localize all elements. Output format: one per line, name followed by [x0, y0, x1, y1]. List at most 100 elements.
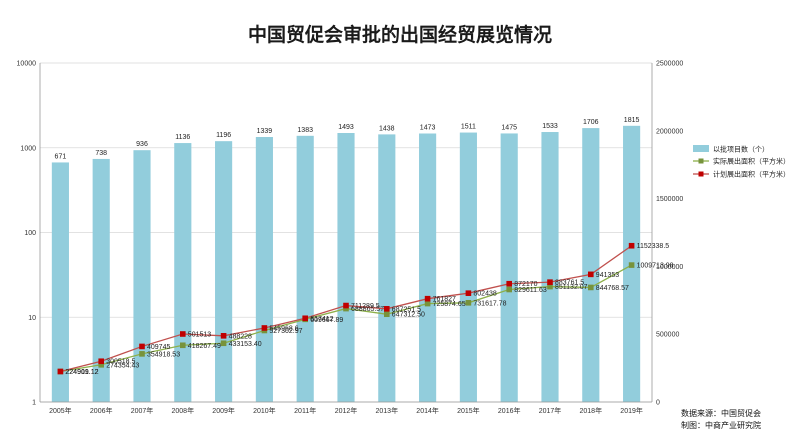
right-axis-tick-label: 2000000: [656, 128, 683, 135]
x-axis-tick-label: 2006年: [90, 406, 113, 415]
bar: [215, 141, 233, 402]
data-point: [139, 343, 145, 350]
bar-value-label: 1438: [379, 125, 395, 132]
bar-value-label: 1475: [501, 124, 517, 131]
data-point: [180, 331, 186, 337]
right-axis-tick-label: 2500000: [656, 61, 683, 68]
bar-value-label: 671: [55, 153, 67, 160]
left-axis-tick-label: 10000: [17, 61, 37, 68]
point-value-label: 851132.07: [555, 284, 588, 291]
data-point: [588, 271, 594, 278]
bar-value-label: 1196: [216, 132, 231, 139]
x-axis-tick-label: 2016年: [498, 406, 521, 415]
bar: [92, 158, 110, 402]
left-axis-tick-label: 1: [32, 400, 36, 407]
x-axis-tick-label: 2012年: [335, 406, 358, 415]
left-axis-tick-label: 10: [28, 315, 36, 322]
data-point: [302, 315, 308, 322]
data-point: [384, 311, 390, 318]
x-axis-tick-label: 2018年: [580, 406, 603, 415]
point-value-label: 224901.12: [65, 369, 98, 376]
point-value-label: 647312.50: [392, 312, 425, 319]
left-axis-tick-label: 1000: [20, 145, 36, 152]
x-axis-tick-label: 2014年: [416, 406, 439, 415]
point-value-label: 731617.78: [473, 300, 506, 307]
bar: [133, 150, 151, 402]
left-axis-tick-label: 100: [24, 230, 36, 237]
data-point: [343, 302, 349, 309]
x-axis-tick-label: 2015年: [457, 406, 480, 415]
chart-credit: 制图：中商产业研究院: [681, 421, 761, 430]
bar-value-label: 1815: [624, 117, 640, 124]
bar-value-label: 1493: [338, 124, 354, 131]
point-value-label: 354918.53: [147, 351, 180, 358]
point-value-label: 761827: [433, 296, 456, 303]
bar: [296, 135, 314, 403]
point-value-label: 844768.57: [596, 285, 629, 292]
point-value-label: 872170: [514, 281, 537, 288]
point-value-label: 527302.97: [269, 328, 302, 335]
data-point: [98, 358, 104, 365]
point-value-label: 409745: [147, 344, 170, 351]
data-point: [506, 280, 512, 287]
data-point: [180, 342, 186, 349]
point-value-label: 609667.89: [310, 317, 343, 324]
bar: [255, 137, 273, 402]
data-point: [424, 300, 431, 307]
legend-item: 以批项目数（个）: [693, 145, 769, 154]
data-point: [547, 279, 553, 285]
point-value-label: 883761.5: [555, 280, 584, 287]
data-source: 数据来源：中国贸促会: [681, 409, 761, 418]
x-axis-tick-label: 2007年: [131, 406, 154, 415]
x-axis-tick-label: 2010年: [253, 406, 276, 415]
bar-value-label: 1339: [257, 128, 273, 135]
data-point: [588, 284, 594, 291]
point-value-label: 224919.12: [65, 369, 98, 376]
point-value-label: 829611.63: [514, 287, 547, 294]
point-value-label: 418267.49: [188, 343, 221, 350]
line-series-2: 224901.12 300518.5 409745 501513 488228 54596…: [57, 242, 669, 376]
x-axis-tick-label: 2005年: [49, 406, 72, 415]
axes: 1 10 100 1000 10000 0 500000 1000000 1500000 2000…: [17, 61, 684, 416]
legend-item: 实际展出面积（平方米）: [693, 157, 790, 166]
point-value-label: 274354.43: [106, 362, 139, 369]
data-point: [261, 325, 268, 331]
chart-title: 中国贸促会审批的出国经贸展览情况: [248, 23, 552, 46]
point-value-label: 711289.5: [351, 303, 380, 310]
data-point: [220, 340, 227, 347]
point-value-label: 725874.65: [433, 301, 466, 308]
bar: [459, 132, 477, 402]
point-value-label: 545968.6: [269, 325, 298, 332]
point-value-label: 802438: [473, 291, 496, 298]
point-value-label: 300518.5: [106, 359, 135, 366]
bar: [174, 143, 192, 402]
data-point: [343, 305, 349, 312]
legend-marker: [698, 171, 704, 177]
line-series: 224919.12 274354.43 354918.53 418267.49 4331…: [57, 242, 674, 376]
legend-marker: [698, 158, 704, 164]
x-axis-tick-label: 2008年: [172, 406, 195, 415]
legend-item: 计划展出面积（平方米）: [693, 170, 790, 179]
legend-label: 以批项目数（个）: [713, 145, 769, 154]
x-axis-tick-label: 2009年: [212, 406, 235, 415]
bar: [378, 134, 396, 402]
data-point: [465, 299, 472, 306]
data-point: [547, 283, 553, 290]
data-point: [628, 262, 635, 268]
bar-value-label: 1511: [461, 124, 476, 131]
data-point: [465, 290, 472, 296]
x-axis-tick-label: 2013年: [376, 406, 399, 415]
point-value-label: 941353: [596, 272, 619, 279]
bar-value-label: 1136: [175, 134, 190, 141]
point-value-label: 688865.57: [351, 306, 384, 313]
bar: [51, 162, 69, 402]
data-point: [384, 306, 390, 312]
bar-value-label: 1533: [542, 123, 558, 130]
x-axis-tick-label: 2019年: [620, 406, 643, 415]
legend: 以批项目数（个） 实际展出面积（平方米） 计划展出面积（平方米）: [693, 145, 790, 179]
legend-label: 计划展出面积（平方米）: [713, 170, 790, 179]
bar: [541, 132, 559, 402]
right-axis-tick-label: 0: [656, 400, 660, 407]
data-point: [139, 351, 145, 357]
